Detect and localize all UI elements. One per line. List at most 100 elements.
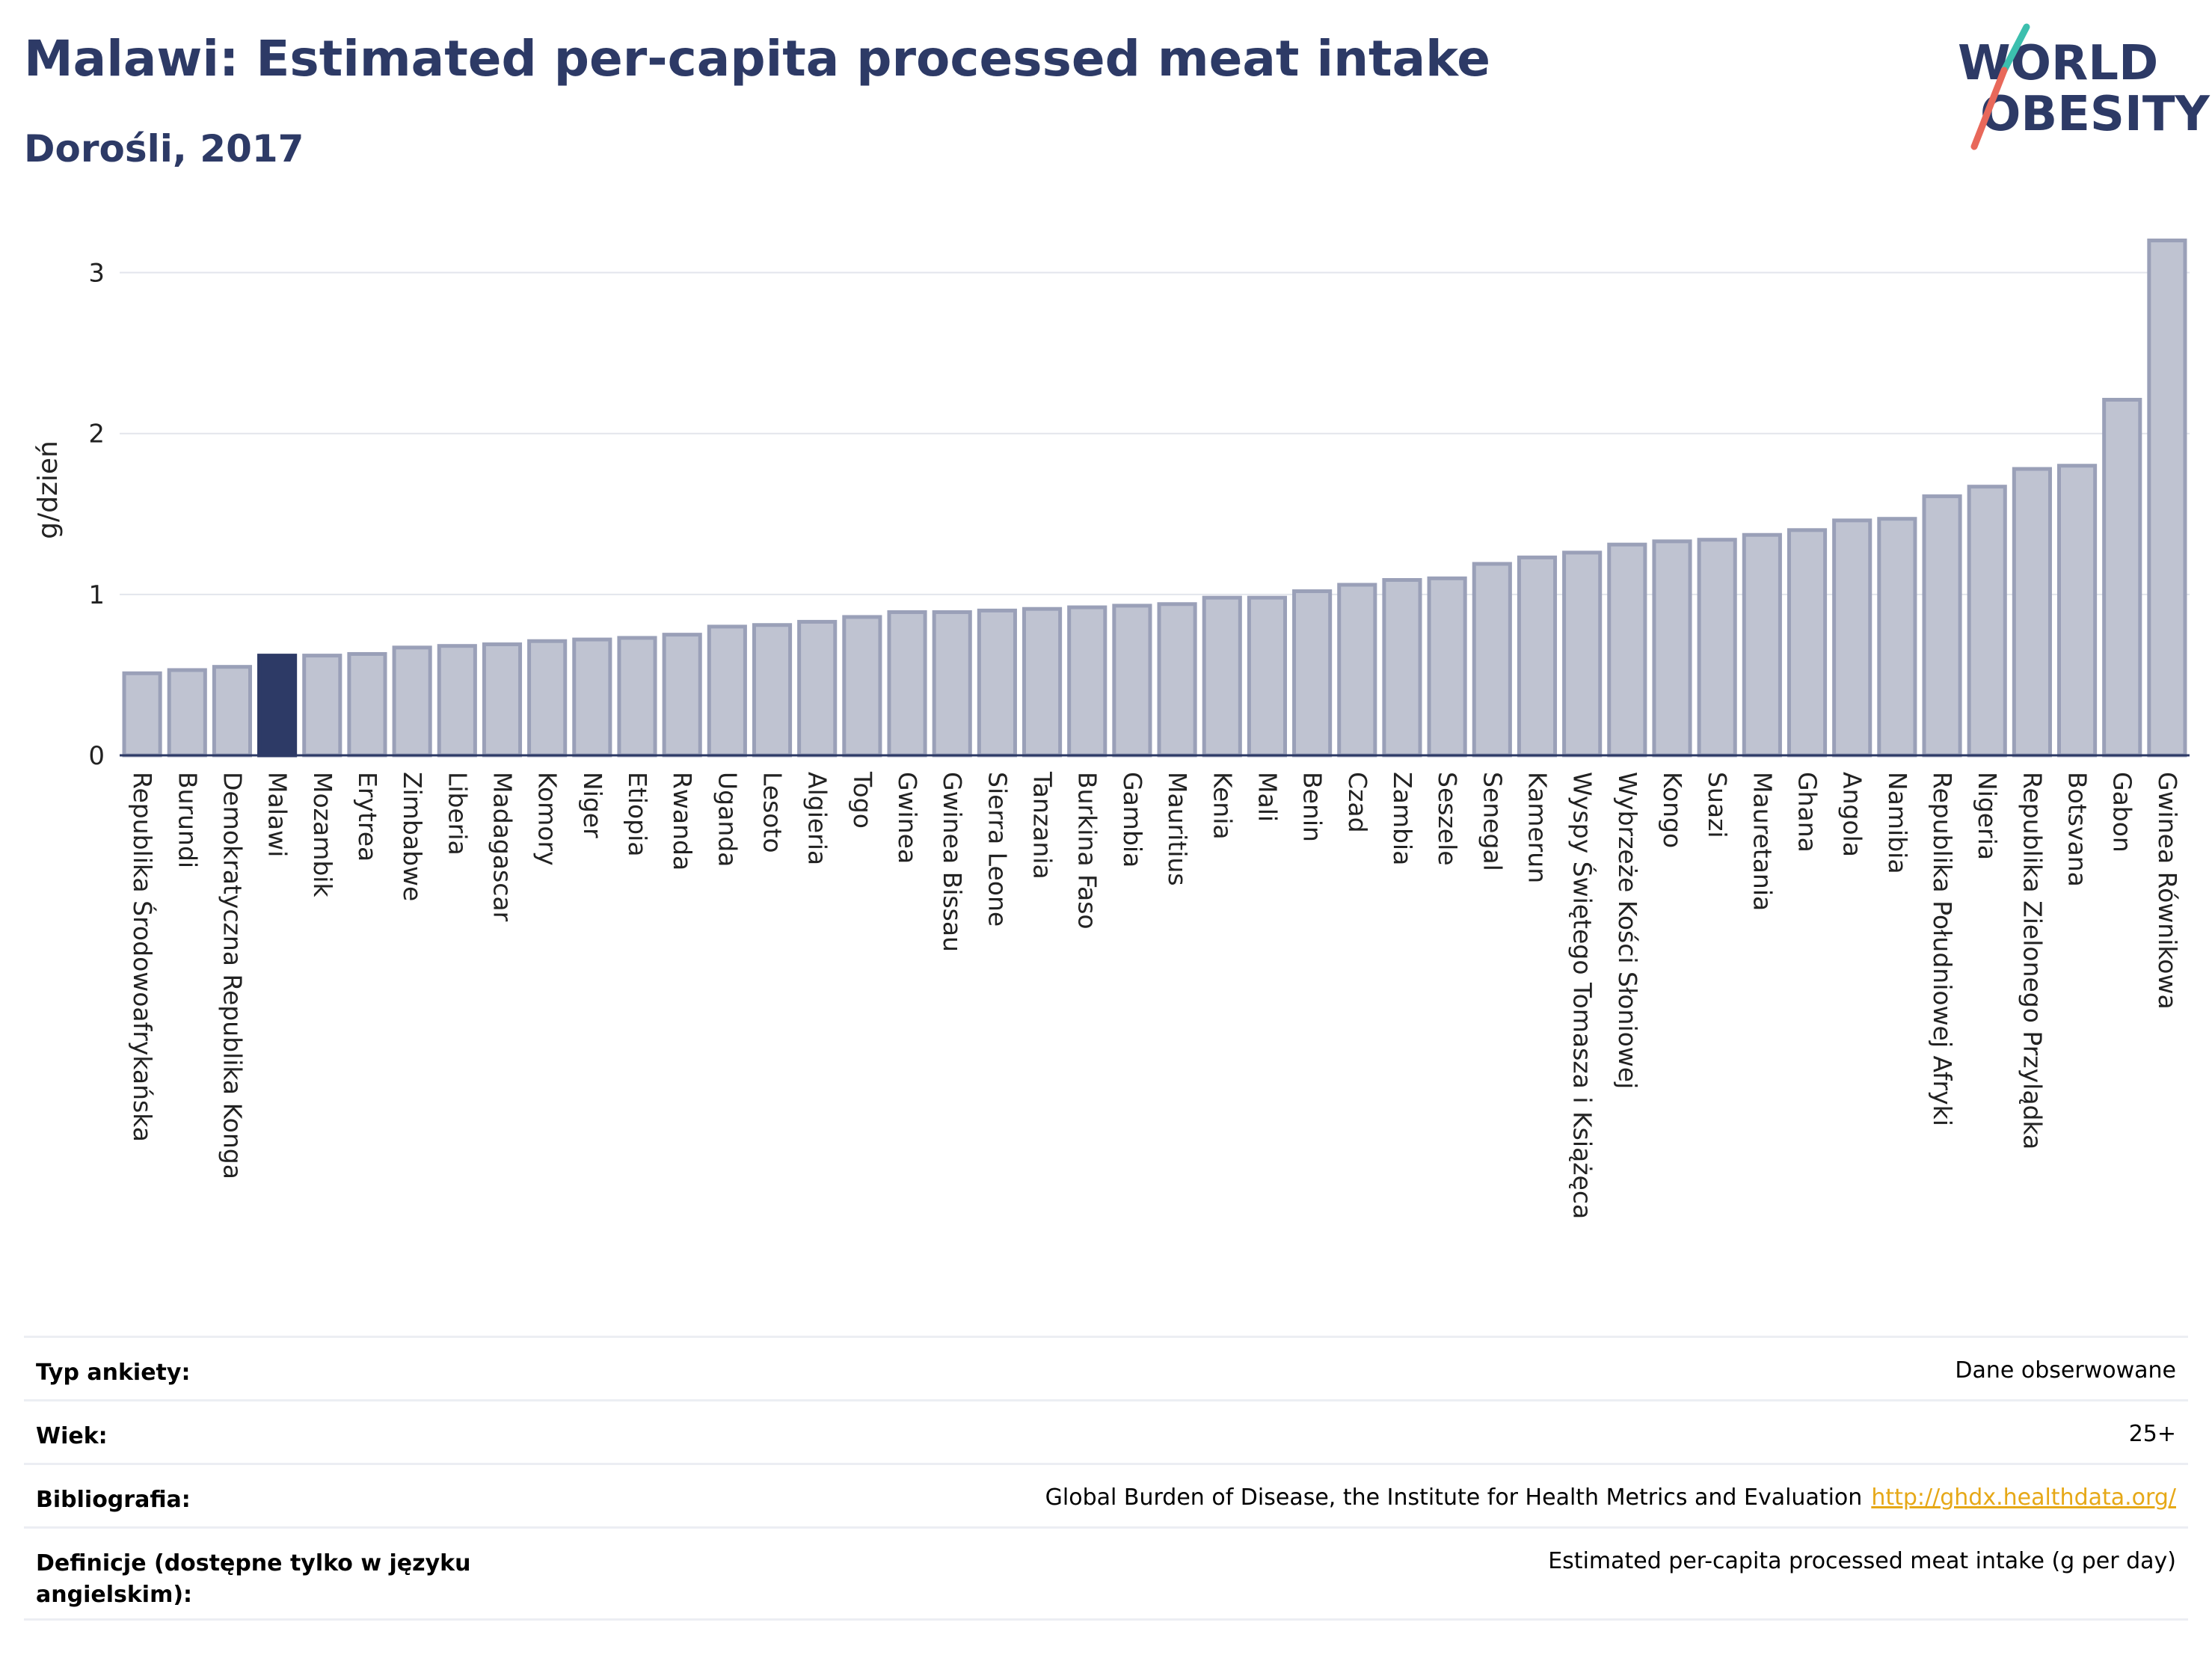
bar bbox=[1742, 532, 1782, 758]
bar bbox=[1607, 542, 1647, 758]
meta-row-bibliography: Bibliografia: Global Burden of Disease, … bbox=[24, 1463, 2188, 1526]
logo-line-2: OBESITY bbox=[1980, 87, 2210, 142]
bar bbox=[1697, 538, 1737, 758]
x-tick-label: Benin bbox=[1298, 772, 1327, 842]
x-tick-label: Seszele bbox=[1433, 772, 1462, 866]
chart-title: Malawi: Estimated per-capita processed m… bbox=[24, 30, 1491, 87]
x-tick-label: Mauretania bbox=[1748, 772, 1777, 911]
x-tick-label: Mauritius bbox=[1163, 772, 1192, 886]
x-tick-label: Malawi bbox=[263, 772, 292, 857]
bar bbox=[257, 654, 298, 758]
x-tick-label: Uganda bbox=[713, 772, 742, 867]
bar bbox=[122, 671, 162, 758]
bar bbox=[2012, 467, 2052, 758]
logo-slash-icon bbox=[1970, 23, 2030, 150]
bar bbox=[1787, 528, 1828, 758]
meta-label: Definicje (dostępne tylko w języku angie… bbox=[36, 1550, 471, 1608]
chart-subtitle: Dorośli, 2017 bbox=[24, 127, 304, 171]
x-tick-label: Czad bbox=[1343, 772, 1372, 833]
bar bbox=[302, 654, 342, 758]
x-tick-label: Botsvana bbox=[2063, 772, 2092, 887]
bar bbox=[1067, 605, 1107, 758]
bar bbox=[1382, 577, 1422, 758]
x-tick-label: Tanzania bbox=[1028, 771, 1057, 879]
x-tick-label: Kamerun bbox=[1523, 772, 1552, 883]
bar bbox=[1922, 494, 1962, 758]
y-tick-label: 0 bbox=[88, 741, 105, 771]
x-tick-label: Kongo bbox=[1658, 772, 1687, 848]
x-tick-label: Wyspy Świętego Tomasza i Książęca bbox=[1568, 772, 1598, 1219]
bar bbox=[1112, 604, 1152, 758]
x-tick-label: Niger bbox=[578, 772, 607, 838]
x-tick-label: Mozambik bbox=[308, 772, 337, 897]
y-tick-label: 2 bbox=[88, 420, 105, 449]
x-tick-label: Gabon bbox=[2108, 772, 2137, 853]
x-tick-label: Etiopia bbox=[623, 772, 652, 857]
bar bbox=[707, 624, 747, 758]
bar bbox=[1021, 607, 1063, 758]
meta-label: Bibliografia: bbox=[36, 1487, 191, 1513]
meta-row-definitions: Definicje (dostępne tylko w języku angie… bbox=[24, 1526, 2188, 1621]
x-tick-label: Mali bbox=[1253, 772, 1282, 822]
y-axis-label: g/dzień bbox=[33, 440, 64, 539]
bibliography-text: Global Burden of Disease, the Institute … bbox=[1045, 1484, 1863, 1511]
bar bbox=[1157, 602, 1197, 758]
x-tick-label: Gwinea Bissau bbox=[938, 772, 967, 952]
x-tick-label: Republika Zielonego Przylądka bbox=[2018, 772, 2047, 1149]
x-tick-label: Madagascar bbox=[488, 772, 517, 922]
y-tick-label: 1 bbox=[88, 580, 105, 610]
x-tick-label: Suazi bbox=[1703, 772, 1732, 838]
meta-label: Wiek: bbox=[36, 1423, 108, 1449]
bar bbox=[212, 665, 253, 758]
meta-row-survey-type: Typ ankiety: Dane obserwowane bbox=[24, 1336, 2188, 1399]
bar bbox=[1832, 518, 1872, 758]
bar bbox=[1247, 595, 1288, 758]
bar bbox=[752, 623, 793, 758]
bar bbox=[797, 619, 838, 758]
bar bbox=[2102, 398, 2142, 758]
x-tick-label: Zambia bbox=[1388, 772, 1417, 865]
x-tick-label: Gwinea bbox=[893, 772, 922, 864]
x-tick-label: Algieria bbox=[803, 772, 832, 865]
meta-value: Estimated per-capita processed meat inta… bbox=[1548, 1548, 2176, 1574]
x-tick-label: Rwanda bbox=[668, 772, 697, 871]
x-tick-label: Burundi bbox=[173, 772, 202, 868]
bar bbox=[1967, 485, 2007, 758]
x-tick-label: Lesoto bbox=[758, 772, 787, 853]
x-tick-label: Senegal bbox=[1478, 772, 1507, 871]
meta-value-bibliography: Global Burden of Disease, the Institute … bbox=[1045, 1484, 2176, 1511]
x-tick-label: Republika Południowej Afryki bbox=[1928, 772, 1957, 1126]
bar bbox=[932, 610, 972, 758]
bar-chart: 0 1 2 3 g/dzień Republika Środowoafrykańska Bu… bbox=[33, 239, 2190, 1219]
x-tick-label: Demokratyczna Republika Konga bbox=[218, 772, 247, 1179]
bar bbox=[662, 633, 702, 758]
x-tick-label: Komory bbox=[533, 772, 562, 866]
bar bbox=[2056, 464, 2098, 758]
x-tick-label: Zimbabwe bbox=[398, 772, 427, 901]
bar bbox=[482, 642, 523, 758]
y-tick-label: 3 bbox=[88, 259, 105, 289]
source-link[interactable]: http://ghdx.healthdata.org/ bbox=[1871, 1484, 2176, 1511]
world-obesity-logo: WORLD OBESITY bbox=[1944, 21, 2210, 156]
meta-value: Dane obserwowane bbox=[1955, 1357, 2176, 1384]
bar bbox=[2147, 239, 2187, 758]
logo-line-1: WORLD bbox=[1958, 36, 2159, 91]
x-tick-label: Republika Środowoafrykańska bbox=[128, 772, 158, 1142]
x-tick-label: Kenia bbox=[1208, 772, 1237, 840]
bar bbox=[572, 637, 612, 758]
bar bbox=[1652, 539, 1692, 758]
meta-label: Typ ankiety: bbox=[36, 1360, 191, 1386]
x-tick-label: Togo bbox=[848, 771, 877, 829]
meta-value: 25+ bbox=[2128, 1421, 2176, 1447]
bar bbox=[1292, 589, 1333, 758]
bar bbox=[1877, 517, 1917, 758]
x-tick-label: Ghana bbox=[1793, 772, 1822, 853]
x-tick-label: Nigeria bbox=[1973, 772, 2002, 860]
meta-row-age: Wiek: 25+ bbox=[24, 1399, 2188, 1463]
x-tick-label: Sierra Leone bbox=[983, 772, 1012, 927]
bar bbox=[527, 639, 568, 758]
bar bbox=[1337, 583, 1377, 758]
bar bbox=[347, 651, 387, 758]
bar bbox=[977, 608, 1017, 758]
x-tick-label: Gwinea Równikowa bbox=[2153, 772, 2182, 1010]
